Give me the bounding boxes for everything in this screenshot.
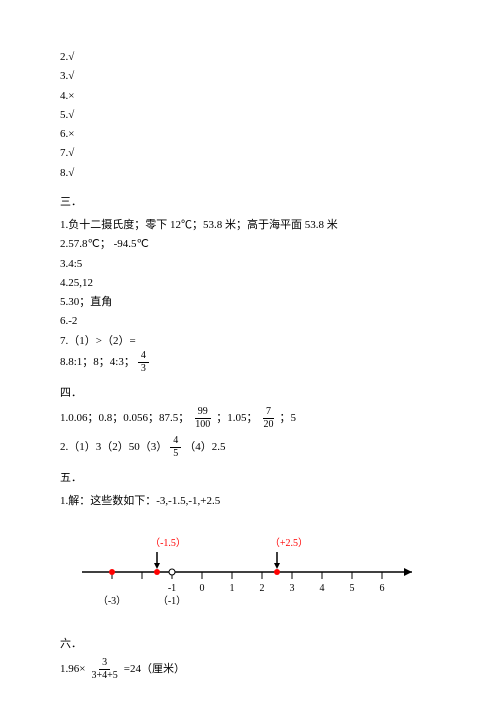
label-neg1: （-1） [158, 595, 186, 607]
arrow-head-icon [404, 568, 412, 576]
tf-item: 5.√ [60, 106, 450, 125]
s6-line-1: 1.96× 3 3+4+5 =24（厘米） [60, 658, 450, 681]
frac-num: 4 [170, 436, 181, 448]
tf-item: 7.√ [60, 144, 450, 163]
s3-line: 2.57.8℃； -94.5℃ [60, 235, 450, 254]
s4-l2-a: 2.（1）3（2）50（3） [60, 438, 167, 457]
item-num: 8. [60, 164, 68, 183]
s4-line-2: 2.（1）3（2）50（3） 4 5 （4）2.5 [60, 436, 450, 459]
label-neg3: （-3） [98, 595, 126, 607]
item-mark: × [68, 87, 74, 106]
point-neg1-5 [154, 569, 160, 575]
item-mark: √ [68, 164, 74, 183]
s3-line: 5.30；直角 [60, 293, 450, 312]
section-4-heading: 四． [60, 384, 450, 403]
item-mark: × [68, 125, 74, 144]
item-num: 3. [60, 67, 68, 86]
s4-l2-b: （4）2.5 [184, 438, 225, 457]
tick-5: 5 [350, 583, 355, 594]
s4-line-1: 1.0.06；0.8；0.056；87.5； 99 100 ；1.05； 7 2… [60, 407, 450, 430]
s3-line-8: 8.8:1；8；4:3； 4 3 [60, 351, 450, 374]
item-mark: √ [68, 106, 74, 125]
section-3: 三． 1.负十二摄氏度；零下 12℃；53.8 米；高于海平面 53.8 米 2… [60, 193, 450, 374]
s6-l1-a: 1.96× [60, 660, 85, 679]
tick-neg1: -1 [168, 583, 176, 594]
fraction-4-3: 4 3 [138, 351, 149, 374]
section-5: 五． 1.解：这些数如下：-3,-1.5,-1,+2.5 [60, 469, 450, 512]
section-3-heading: 三． [60, 193, 450, 212]
frac-den: 3 [138, 363, 149, 374]
tick-3: 3 [290, 583, 295, 594]
fraction-3-over-sum: 3 3+4+5 [88, 658, 120, 681]
item-num: 2. [60, 48, 68, 67]
page: 2.√ 3.√ 4.× 5.√ 6.× 7.√ 8.√ 三． 1.负十二摄氏度；… [60, 48, 450, 681]
point-neg1 [169, 569, 175, 575]
s3-line: 4.25,12 [60, 274, 450, 293]
tf-item: 6.× [60, 125, 450, 144]
s4-l1-a: 1.0.06；0.8；0.056；87.5； [60, 409, 189, 428]
section-6: 六． 1.96× 3 3+4+5 =24（厘米） [60, 635, 450, 681]
item-num: 5. [60, 106, 68, 125]
fraction-4-5: 4 5 [170, 436, 181, 459]
tf-item: 3.√ [60, 67, 450, 86]
s3-l8-text: 8.8:1；8；4:3； [60, 353, 135, 372]
frac-den: 5 [170, 448, 181, 459]
point-neg3 [109, 569, 115, 575]
number-line: -1 0 1 2 3 4 5 6 （-3） （-1.5） （-1） [72, 522, 450, 619]
item-mark: √ [68, 67, 74, 86]
s3-line: 6.-2 [60, 312, 450, 331]
frac-den: 20 [261, 419, 277, 430]
tick-4: 4 [320, 583, 325, 594]
frac-num: 3 [99, 658, 110, 670]
s3-line: 1.负十二摄氏度；零下 12℃；53.8 米；高于海平面 53.8 米 [60, 216, 450, 235]
section-2-true-false: 2.√ 3.√ 4.× 5.√ 6.× 7.√ 8.√ [60, 48, 450, 183]
item-num: 7. [60, 144, 68, 163]
label-pos2-5: （+2.5） [270, 537, 308, 549]
item-num: 4. [60, 87, 68, 106]
tick-labels: -1 0 1 2 3 4 5 6 [168, 583, 385, 594]
s6-l1-b: =24（厘米） [124, 660, 185, 679]
section-6-heading: 六． [60, 635, 450, 654]
fraction-7-20: 7 20 [261, 407, 277, 430]
item-num: 6. [60, 125, 68, 144]
s5-line-1: 1.解：这些数如下：-3,-1.5,-1,+2.5 [60, 492, 450, 511]
frac-num: 7 [263, 407, 274, 419]
ticks [112, 572, 382, 579]
label-neg1-5: （-1.5） [150, 537, 186, 549]
frac-den: 100 [192, 419, 213, 430]
tick-6: 6 [380, 583, 385, 594]
tf-item: 8.√ [60, 164, 450, 183]
s3-line: 7.（1）>（2）= [60, 332, 450, 351]
fraction-99-100: 99 100 [192, 407, 213, 430]
tf-item: 4.× [60, 87, 450, 106]
section-4: 四． 1.0.06；0.8；0.056；87.5； 99 100 ；1.05； … [60, 384, 450, 459]
s4-l1-c: ；5 [280, 409, 297, 428]
number-line-svg: -1 0 1 2 3 4 5 6 （-3） （-1.5） （-1） [72, 522, 432, 612]
frac-num: 4 [138, 351, 149, 363]
tick-0: 0 [200, 583, 205, 594]
tick-1: 1 [230, 583, 235, 594]
tf-item: 2.√ [60, 48, 450, 67]
frac-num: 99 [195, 407, 211, 419]
arrowhead-icon [274, 563, 280, 569]
item-mark: √ [68, 144, 74, 163]
s3-line: 3.4:5 [60, 255, 450, 274]
section-5-heading: 五． [60, 469, 450, 488]
item-mark: √ [68, 48, 74, 67]
s4-l1-b: ；1.05； [216, 409, 257, 428]
frac-den: 3+4+5 [88, 670, 120, 681]
point-pos2-5 [274, 569, 280, 575]
tick-2: 2 [260, 583, 265, 594]
arrowhead-icon [154, 563, 160, 569]
